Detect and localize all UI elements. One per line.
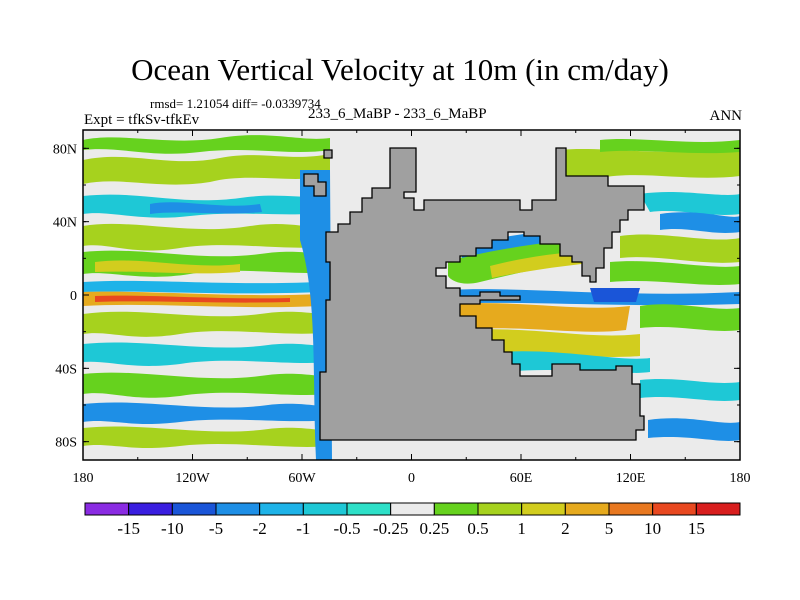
stats-line: rmsd= 1.21054 diff= -0.0339734: [150, 96, 321, 111]
y-tick-label: 40S: [55, 362, 77, 377]
east-subtrop-green: [610, 261, 740, 285]
colorbar-label: 2: [561, 519, 570, 538]
plot-area: [83, 130, 740, 460]
chart-title: Ocean Vertical Velocity at 10m (in cm/da…: [131, 52, 669, 87]
colorbar-label: 1: [517, 519, 526, 538]
colorbar-label: -1: [296, 519, 310, 538]
y-tick-label: 80N: [53, 142, 77, 157]
x-tick-label: 120E: [616, 471, 646, 486]
east-south-yellow: [470, 329, 640, 357]
x-tick-label: 180: [73, 471, 94, 486]
band-south-green: [83, 311, 330, 337]
colorbar-swatch: [608, 502, 654, 516]
colorbar-swatch: [695, 502, 741, 516]
colorbar-swatch: [390, 502, 435, 516]
east-south-orange: [455, 303, 630, 332]
colorbar: -15 -10 -5 -2 -1 -0.5 -0.25 0.25 0.5 1 2 5 10 15: [84, 502, 741, 538]
colorbar-label: -5: [209, 519, 223, 538]
colorbar-label: -15: [117, 519, 140, 538]
east-south-cyan: [500, 351, 650, 373]
colorbar-swatch: [564, 502, 610, 516]
north-east-cyan: [640, 192, 740, 215]
east-south-green: [640, 304, 740, 331]
band-southern-green: [83, 426, 330, 448]
colorbar-swatch: [171, 502, 217, 516]
land-arctic-island: [303, 173, 327, 197]
colorbar-swatch: [215, 502, 261, 516]
east-eq-deep: [590, 288, 640, 302]
east-far-south-blue: [648, 418, 740, 441]
band-subtrop-yellow: [95, 260, 240, 274]
land-small-island: [323, 149, 333, 159]
east-midlat-green: [620, 234, 740, 263]
band-south-green2: [83, 372, 330, 398]
colorbar-swatch: [84, 502, 130, 516]
colorbar-swatch: [128, 502, 173, 516]
colorbar-label: 15: [688, 519, 705, 538]
colorbar-swatch: [302, 502, 348, 516]
x-tick-label: 120W: [175, 471, 210, 486]
y-tick-label: 80S: [55, 436, 77, 451]
colorbar-label: -0.25: [373, 519, 408, 538]
band-arctic-lightgreen: [83, 135, 330, 154]
axis-ticks: 180 120W 60W 0 60E 120E 180 80N 40N 0 40S 80S: [53, 130, 751, 486]
colorbar-label: -10: [161, 519, 184, 538]
colorbar-label: -2: [253, 519, 267, 538]
north-east-green: [560, 149, 740, 180]
north-east-blue: [660, 212, 740, 233]
band-north-blue: [150, 202, 262, 214]
band-midlat-yellow: [83, 223, 330, 251]
colorbar-swatch: [346, 502, 392, 516]
band-south-cyan: [83, 342, 330, 366]
north-east-yellow: [600, 139, 740, 154]
colorbar-label: 10: [644, 519, 661, 538]
x-tick-label: 60E: [510, 471, 533, 486]
colorbar-swatch: [433, 502, 479, 516]
colorbar-label: 0.5: [467, 519, 488, 538]
band-eq-downwelling: [83, 280, 320, 294]
x-tick-label: 0: [408, 471, 415, 486]
season-label: ANN: [709, 108, 743, 124]
band-eq-strong: [95, 295, 290, 303]
east-far-south-cyan: [640, 379, 740, 401]
x-tick-label: 60W: [288, 471, 316, 486]
colorbar-swatch: [477, 502, 523, 516]
colorbar-label: -0.5: [334, 519, 361, 538]
colorbar-label: 5: [605, 519, 614, 538]
colorbar-label: 0.25: [419, 519, 449, 538]
y-tick-label: 40N: [53, 216, 77, 231]
experiment-label: Expt = tfkSv-tfkEv: [84, 112, 200, 128]
colorbar-swatch: [259, 502, 304, 516]
case-label: 233_6_MaBP - 233_6_MaBP: [308, 106, 487, 122]
colorbar-swatch: [521, 502, 566, 516]
y-tick-label: 0: [70, 289, 77, 304]
land-continent: [319, 147, 645, 441]
colorbar-swatch: [652, 502, 697, 516]
band-southern-blue: [83, 402, 330, 424]
x-tick-label: 180: [730, 471, 751, 486]
band-arctic-green: [83, 154, 330, 185]
